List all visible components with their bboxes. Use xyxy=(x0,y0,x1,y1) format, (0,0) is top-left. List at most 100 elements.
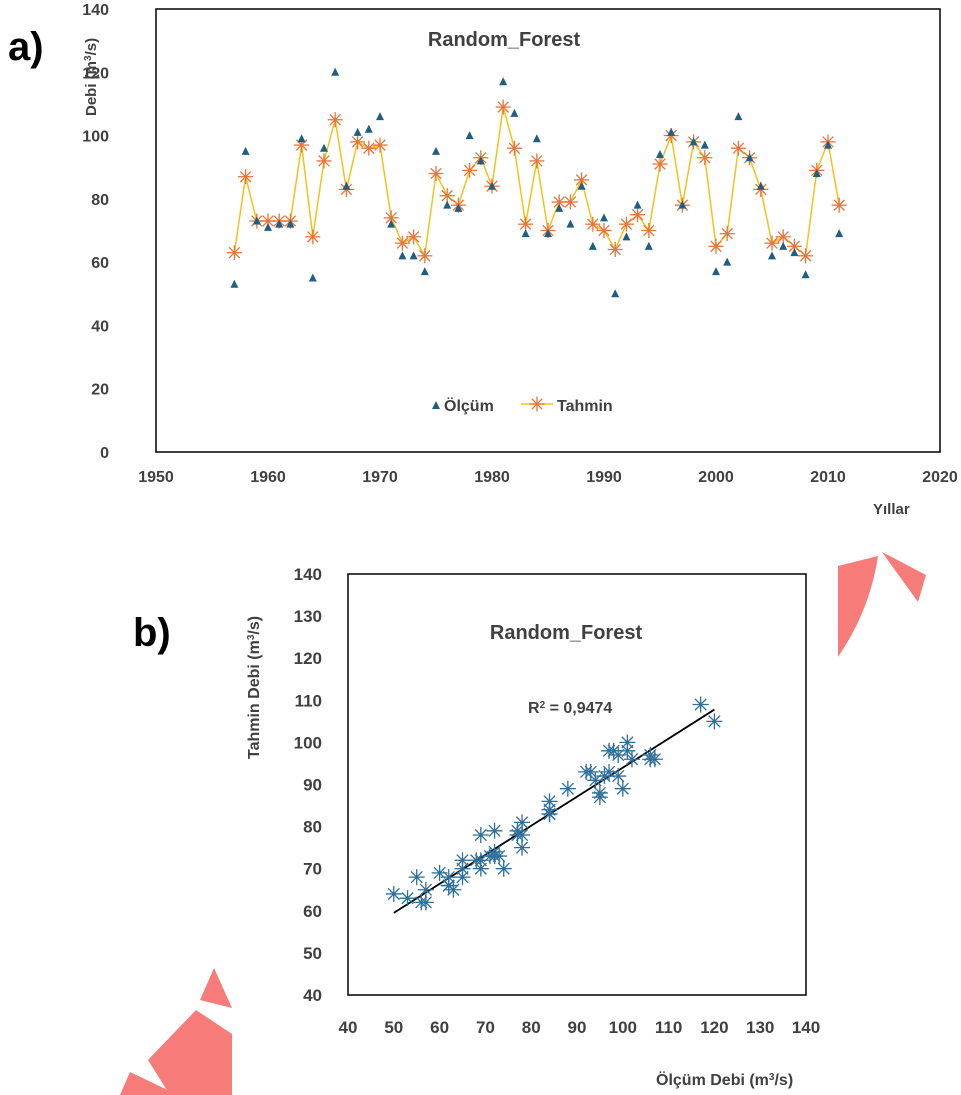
observed-point xyxy=(712,267,720,276)
observed-point xyxy=(756,181,765,190)
scatter-point-stroke xyxy=(474,862,487,875)
predicted-point xyxy=(607,241,623,257)
predicted-point-stroke xyxy=(329,113,341,126)
observed-point xyxy=(835,229,844,238)
scatter-point xyxy=(514,814,531,831)
observed-point xyxy=(443,200,452,209)
predicted-point xyxy=(719,226,735,242)
panel-a-y-axis: 0 20 40 60 80 100 120 140 xyxy=(82,2,109,462)
panel-a-x-tick-label: 2010 xyxy=(810,469,846,486)
scatter-point xyxy=(445,881,462,898)
scatter-point xyxy=(623,751,640,768)
legend-predicted-label: Tahmin xyxy=(557,398,613,415)
predicted-point xyxy=(305,229,321,245)
scatter-point-stroke xyxy=(612,769,625,783)
scatter-point-stroke xyxy=(515,828,529,842)
panel-a-y-tick-label: 60 xyxy=(91,255,109,272)
panel-b-x-tick-label: 110 xyxy=(655,1018,682,1037)
scatter-point-stroke xyxy=(694,698,707,711)
observed-point xyxy=(376,112,384,121)
panel-a-y-tick-label: 140 xyxy=(82,2,109,19)
scatter-point-stroke xyxy=(616,782,629,795)
predicted-point xyxy=(630,207,646,223)
observed-point xyxy=(768,251,776,260)
predicted-point xyxy=(361,140,377,156)
predicted-point xyxy=(831,197,847,213)
panel-b-x-tick-label: 100 xyxy=(609,1018,637,1037)
watermark-shape-bottom-2 xyxy=(148,1010,232,1095)
legend-predicted-asterisk xyxy=(529,396,545,412)
predicted-point-stroke xyxy=(441,189,453,202)
predicted-point xyxy=(350,134,366,150)
observed-point xyxy=(667,127,676,136)
scatter-point xyxy=(495,860,512,877)
predicted-point xyxy=(730,140,746,156)
panel-b-x-axis-label: Ölçüm Debi (m3/s) xyxy=(656,1070,793,1089)
observed-point xyxy=(331,67,340,76)
predicted-point xyxy=(562,194,578,210)
watermark-shape-bottom xyxy=(120,1072,178,1095)
panel-b-y-tick-label: 100 xyxy=(294,733,322,752)
panel-a-y-tick-label: 0 xyxy=(100,445,109,462)
scatter-point-stroke xyxy=(561,782,574,795)
predicted-point xyxy=(394,235,410,251)
panel-b-x-tick-label: 80 xyxy=(522,1018,541,1037)
scatter-point xyxy=(541,805,558,822)
panel-a-y-tick-label: 40 xyxy=(91,318,109,335)
scatter-point-stroke xyxy=(488,824,501,837)
observed-point xyxy=(734,112,743,121)
predicted-point-stroke xyxy=(598,224,610,237)
observed-point xyxy=(622,232,631,241)
legend-predicted-marker xyxy=(529,396,545,412)
observed-point xyxy=(566,219,575,228)
scatter-point xyxy=(385,885,402,902)
panel-a-y-tick-label: 120 xyxy=(82,65,109,82)
panel-a-x-tick-label: 1980 xyxy=(474,469,510,486)
panel-b-y-tick-label: 80 xyxy=(303,818,322,837)
observed-point xyxy=(420,267,429,276)
panel-a-x-axis: 1950 1960 1970 1980 1990 2000 2010 2020 xyxy=(138,469,958,486)
predicted-point-stroke xyxy=(419,250,431,262)
predicted-series-line xyxy=(233,106,840,259)
predicted-point xyxy=(372,137,388,153)
panel-a-x-axis-label: Yıllar xyxy=(873,501,910,518)
panel-a-x-tick-label: 1950 xyxy=(138,469,174,486)
observed-point xyxy=(275,219,284,228)
predicted-point xyxy=(226,245,242,261)
predicted-point xyxy=(462,162,478,178)
watermark-shape-bottom-3 xyxy=(200,968,232,1008)
scatter-point xyxy=(591,784,608,801)
observed-point xyxy=(656,150,664,159)
scatter-point xyxy=(619,734,636,751)
observed-point xyxy=(633,200,642,209)
predicted-point-stroke xyxy=(788,240,801,253)
scatter-point-stroke xyxy=(543,795,556,808)
predicted-point xyxy=(518,216,534,232)
predicted-point xyxy=(652,156,668,172)
trendline xyxy=(393,708,715,914)
panel-b-y-tick-label: 120 xyxy=(294,649,322,668)
panel-b-points xyxy=(385,696,723,911)
predicted-point xyxy=(697,150,713,166)
scatter-point-stroke xyxy=(419,883,432,896)
panel-b-y-axis: 40 50 60 70 80 90 100 110 120 130 140 xyxy=(294,565,322,1005)
scatter-point-stroke xyxy=(589,774,602,787)
predicted-point xyxy=(596,223,612,238)
panel-b-y-tick-label: 90 xyxy=(303,776,322,795)
predicted-point xyxy=(585,216,601,232)
observed-point xyxy=(308,273,317,282)
observed-point xyxy=(432,146,440,155)
observed-point xyxy=(644,241,653,250)
scatter-point xyxy=(614,780,631,797)
predicted-point-stroke xyxy=(239,170,252,183)
scatter-point-stroke xyxy=(387,887,400,901)
predicted-point-stroke xyxy=(374,139,386,151)
observed-point xyxy=(588,241,597,250)
observed-point xyxy=(723,257,732,266)
observed-point xyxy=(342,181,351,190)
panel-b-x-tick-label: 90 xyxy=(568,1018,587,1037)
observed-point xyxy=(700,140,709,149)
panel-a-x-tick-label: 2000 xyxy=(698,469,734,486)
observed-point xyxy=(611,289,620,298)
